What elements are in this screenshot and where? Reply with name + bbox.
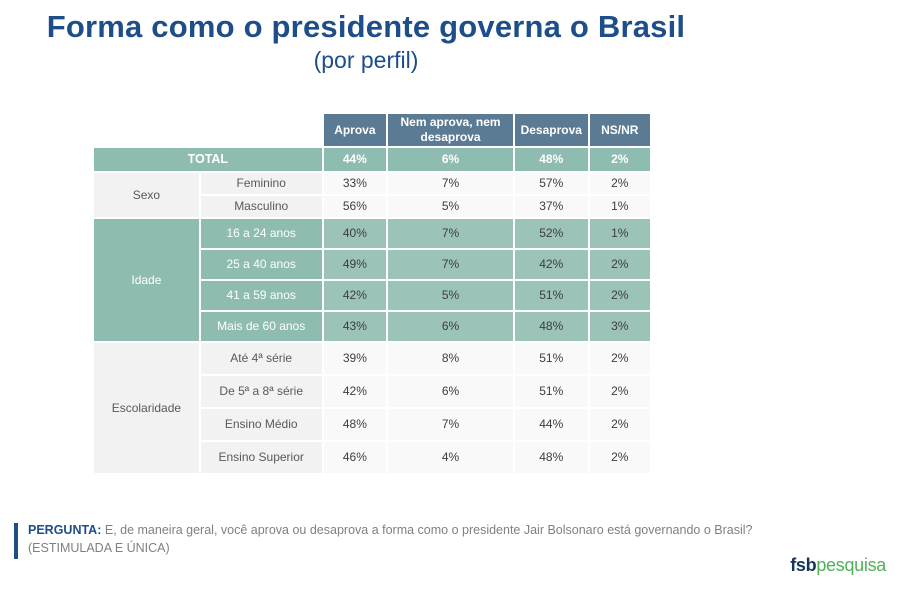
logo-pesquisa-text: pesquisa bbox=[816, 555, 886, 575]
table-cell-value: 5% bbox=[388, 196, 513, 217]
row-label: De 5ª a 8ª série bbox=[200, 376, 322, 407]
table-cell-value: 42% bbox=[515, 250, 588, 279]
table-row: 25 a 40 anos 49% 7% 42% 2% bbox=[94, 250, 650, 279]
table-cell-value: 42% bbox=[323, 376, 387, 407]
table-row: Ensino Superior 46% 4% 48% 2% bbox=[94, 442, 650, 473]
group-label-idade: Idade bbox=[94, 219, 199, 341]
header-row: Aprova Nem aprova, nem desaprova Desapro… bbox=[94, 114, 650, 146]
table-cell-value: 7% bbox=[388, 219, 513, 248]
header-blank bbox=[94, 114, 199, 146]
table-cell-value: 8% bbox=[388, 343, 513, 374]
table-cell-value: 2% bbox=[589, 343, 650, 374]
table-cell-value: 43% bbox=[323, 312, 387, 341]
table-cell-value: 7% bbox=[388, 250, 513, 279]
table-cell-value: 2% bbox=[589, 442, 650, 473]
table-cell-value: 6% bbox=[388, 376, 513, 407]
table-cell-value: 2% bbox=[589, 250, 650, 279]
table-row: 41 a 59 anos 42% 5% 51% 2% bbox=[94, 281, 650, 310]
table-cell-value: 51% bbox=[515, 281, 588, 310]
table-cell-value: 48% bbox=[323, 409, 387, 440]
table-row: Escolaridade Até 4ª série 39% 8% 51% 2% bbox=[94, 343, 650, 473]
total-cell-value: 2% bbox=[589, 148, 650, 171]
table-row: De 5ª a 8ª série 42% 6% 51% 2% bbox=[94, 376, 650, 407]
fsb-pesquisa-logo: fsbpesquisa bbox=[790, 555, 886, 576]
question-note: (ESTIMULADA E ÚNICA) bbox=[28, 541, 170, 555]
question-footnote: PERGUNTA: E, de maneira geral, você apro… bbox=[14, 521, 814, 559]
row-label: 41 a 59 anos bbox=[200, 281, 322, 310]
total-cell-value: 44% bbox=[323, 148, 387, 171]
table-cell-value: 7% bbox=[388, 409, 513, 440]
question-label: PERGUNTA: bbox=[28, 523, 102, 537]
header-blank bbox=[201, 114, 322, 146]
question-text: PERGUNTA: E, de maneira geral, você apro… bbox=[28, 521, 814, 557]
column-header-desaprova: Desaprova bbox=[515, 114, 588, 146]
table-row: Masculino 56% 5% 37% 1% bbox=[94, 196, 650, 217]
table-cell-value: 51% bbox=[515, 376, 588, 407]
table-cell-value: 33% bbox=[323, 173, 387, 194]
table-cell-value: 57% bbox=[515, 173, 588, 194]
table-cell-value: 5% bbox=[388, 281, 513, 310]
table-cell-value: 2% bbox=[589, 173, 650, 194]
row-label: Masculino bbox=[200, 196, 322, 217]
table-cell-value: 48% bbox=[515, 312, 588, 341]
table-cell-value: 48% bbox=[515, 442, 588, 473]
total-row: TOTAL 44% 6% 48% 2% bbox=[94, 148, 650, 171]
row-label: Ensino Superior bbox=[200, 442, 322, 473]
table-cell-value: 49% bbox=[323, 250, 387, 279]
column-header-nem-aprova: Nem aprova, nem desaprova bbox=[388, 114, 513, 146]
total-row-label: TOTAL bbox=[94, 148, 322, 171]
table-cell-value: 39% bbox=[323, 343, 387, 374]
column-header-nsnr: NS/NR bbox=[589, 114, 650, 146]
table-row: Sexo Feminino 33% 7% 57% 2% bbox=[94, 173, 650, 217]
table-cell-value: 37% bbox=[515, 196, 588, 217]
table-cell-value: 52% bbox=[515, 219, 588, 248]
table-cell-value: 46% bbox=[323, 442, 387, 473]
page-title: Forma como o presidente governa o Brasil bbox=[46, 9, 686, 44]
results-table-container: Aprova Nem aprova, nem desaprova Desapro… bbox=[92, 112, 652, 475]
accent-bar bbox=[14, 523, 18, 559]
table-cell-value: 4% bbox=[388, 442, 513, 473]
table-row: Mais de 60 anos 43% 6% 48% 3% bbox=[94, 312, 650, 341]
row-label: Até 4ª série bbox=[200, 343, 322, 374]
row-label: Feminino bbox=[200, 173, 322, 194]
total-cell-value: 6% bbox=[388, 148, 513, 171]
results-table: Aprova Nem aprova, nem desaprova Desapro… bbox=[92, 112, 652, 475]
page-subtitle: (por perfil) bbox=[313, 47, 419, 74]
table-cell-value: 42% bbox=[323, 281, 387, 310]
table-cell-value: 2% bbox=[589, 409, 650, 440]
table-cell-value: 2% bbox=[589, 281, 650, 310]
table-cell-value: 3% bbox=[589, 312, 650, 341]
table-row: Ensino Médio 48% 7% 44% 2% bbox=[94, 409, 650, 440]
table-cell-value: 1% bbox=[589, 219, 650, 248]
table-cell-value: 56% bbox=[323, 196, 387, 217]
slide-header: Forma como o presidente governa o Brasil… bbox=[0, 8, 732, 74]
group-label-sexo: Sexo bbox=[94, 173, 199, 217]
table-row: Idade 16 a 24 anos 40% 7% 52% 1% bbox=[94, 219, 650, 341]
table-cell-value: 7% bbox=[388, 173, 513, 194]
row-label: Mais de 60 anos bbox=[200, 312, 322, 341]
logo-fsb-text: fsb bbox=[790, 555, 817, 575]
table-cell-value: 44% bbox=[515, 409, 588, 440]
table-cell-value: 2% bbox=[589, 376, 650, 407]
table-cell-value: 40% bbox=[323, 219, 387, 248]
table-cell-value: 1% bbox=[589, 196, 650, 217]
question-body: E, de maneira geral, você aprova ou desa… bbox=[101, 523, 753, 537]
row-label: 16 a 24 anos bbox=[200, 219, 322, 248]
row-label: 25 a 40 anos bbox=[200, 250, 322, 279]
row-label: Ensino Médio bbox=[200, 409, 322, 440]
group-label-escolaridade: Escolaridade bbox=[94, 343, 199, 473]
table-cell-value: 51% bbox=[515, 343, 588, 374]
total-cell-value: 48% bbox=[515, 148, 588, 171]
column-header-aprova: Aprova bbox=[323, 114, 387, 146]
table-cell-value: 6% bbox=[388, 312, 513, 341]
